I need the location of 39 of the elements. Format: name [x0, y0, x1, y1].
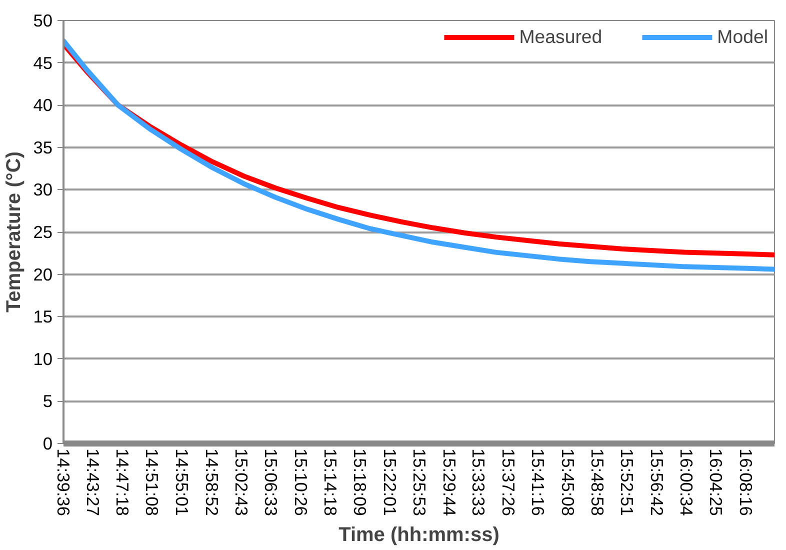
x-tick-label: 15:37:26 — [498, 448, 519, 516]
y-tick-label: 35 — [33, 137, 53, 158]
legend-label: Measured — [519, 26, 602, 48]
x-tick-label: 14:58:52 — [202, 448, 222, 516]
x-tick-label: 15:33:33 — [468, 448, 489, 516]
x-tick-label: 15:14:18 — [320, 448, 341, 516]
x-tick-label: 15:06:33 — [260, 448, 281, 516]
x-tick-label: 16:08:16 — [736, 448, 756, 516]
x-tick-label: 14:47:18 — [112, 448, 133, 516]
y-tick-label: 50 — [33, 10, 53, 30]
legend-label: Model — [717, 26, 768, 48]
x-tick-label: 14:43:27 — [83, 448, 104, 516]
y-tick-label: 40 — [33, 95, 53, 116]
x-tick-label: 16:00:34 — [676, 448, 697, 516]
x-tick-label: 15:18:09 — [350, 448, 370, 516]
x-tick-label: 15:56:42 — [646, 448, 667, 516]
x-tick-label: 16:04:25 — [706, 448, 726, 516]
x-tick-label: 15:29:44 — [439, 448, 460, 516]
x-tick-label: 15:45:08 — [558, 448, 578, 516]
y-tick-label: 0 — [42, 434, 53, 454]
x-axis-title: Time (hh:mm:ss) — [338, 524, 500, 546]
x-tick-label: 15:02:43 — [231, 448, 252, 516]
x-tick-label: 14:55:01 — [172, 448, 192, 516]
y-tick-label: 10 — [33, 348, 53, 369]
y-tick-label: 5 — [42, 391, 53, 412]
x-tick-label: 15:25:53 — [410, 448, 430, 516]
x-tick-label: 14:39:36 — [54, 448, 74, 516]
y-tick-label: 45 — [33, 52, 53, 73]
y-axis-title: Temperature (°C) — [3, 151, 26, 312]
x-tick-label: 14:51:08 — [142, 448, 162, 516]
y-tick-label: 15 — [33, 306, 53, 327]
x-tick-label: 15:10:26 — [290, 448, 311, 516]
x-tick-label: 15:41:16 — [528, 448, 548, 516]
y-tick-label: 25 — [33, 222, 53, 242]
x-tick-label: 15:52:51 — [617, 448, 638, 516]
y-tick-label: 20 — [33, 264, 53, 284]
x-tick-label: 15:48:58 — [587, 448, 608, 516]
x-tick-label: 15:22:01 — [380, 448, 400, 516]
y-tick-label: 30 — [33, 180, 53, 200]
